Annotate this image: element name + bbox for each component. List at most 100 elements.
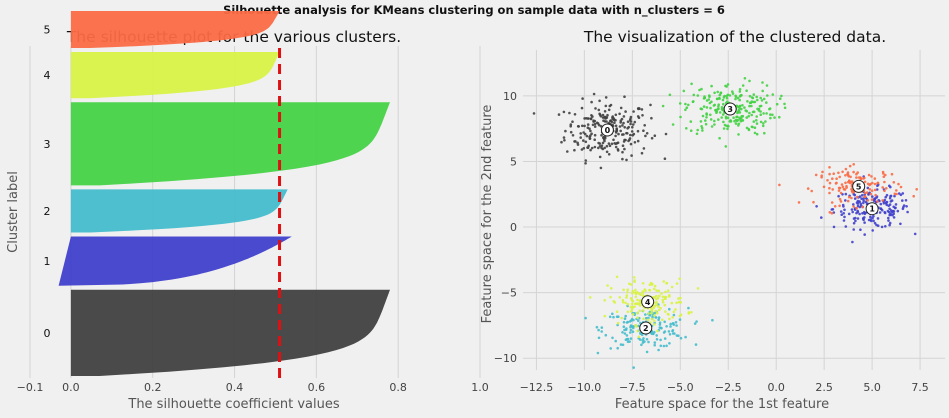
scatter-point-cluster-5 [830,212,834,215]
scatter-point-cluster-2 [684,335,687,339]
scatter-point-cluster-4 [653,319,656,323]
silhouette-xlabel: The silhouette coefficient values [127,397,339,412]
scatter-point-cluster-0 [630,154,633,157]
scatter-point-cluster-4 [654,309,658,313]
scatter-point-cluster-3 [720,116,723,119]
scatter-point-cluster-1 [901,192,905,195]
scatter-point-cluster-1 [850,208,854,211]
scatter-ytick: −10 [494,352,517,365]
scatter-point-cluster-4 [631,299,635,303]
scatter-point-cluster-4 [666,312,670,316]
scatter-point-cluster-4 [696,287,700,290]
scatter-point-cluster-0 [584,140,588,144]
scatter-point-cluster-5 [863,180,867,184]
scatter-point-cluster-4 [641,290,645,293]
scatter-point-cluster-5 [881,170,885,174]
scatter-point-cluster-4 [650,317,654,321]
scatter-point-cluster-3 [735,115,738,119]
scatter-point-cluster-2 [663,337,667,340]
scatter-point-cluster-1 [852,217,856,220]
scatter-point-cluster-1 [815,205,818,208]
scatter-point-cluster-4 [661,300,665,304]
scatter-point-cluster-1 [864,200,868,204]
scatter-point-cluster-4 [675,282,679,285]
scatter-point-cluster-3 [734,97,737,101]
scatter-point-cluster-2 [645,338,649,341]
scatter-point-cluster-4 [658,294,661,298]
scatter-point-cluster-3 [761,124,765,128]
scatter-point-cluster-0 [603,136,607,140]
scatter-point-cluster-0 [599,166,603,170]
scatter-point-cluster-1 [905,205,908,208]
scatter-point-cluster-5 [848,179,851,183]
scatter-point-cluster-2 [668,307,671,311]
scatter-point-cluster-3 [738,98,741,102]
scatter-point-cluster-5 [873,177,877,180]
scatter-point-cluster-2 [632,326,635,330]
scatter-point-cluster-3 [698,88,701,92]
scatter-point-cluster-4 [636,316,639,320]
scatter-point-cluster-3 [755,115,758,118]
scatter-point-cluster-0 [593,125,597,128]
scatter-point-cluster-1 [899,193,903,197]
scatter-point-cluster-2 [655,338,659,341]
scatter-point-cluster-2 [679,336,683,340]
scatter-point-cluster-2 [675,324,678,327]
scatter-point-cluster-2 [632,366,635,369]
scatter-point-cluster-0 [609,103,613,107]
scatter-point-cluster-1 [830,208,834,211]
scatter-point-cluster-0 [663,157,667,160]
scatter-point-cluster-4 [657,289,661,293]
scatter-point-cluster-1 [880,225,884,229]
scatter-point-cluster-0 [573,148,576,152]
scatter-point-cluster-3 [682,89,686,93]
scatter-point-cluster-3 [725,94,728,98]
scatter-point-cluster-3 [690,82,693,86]
scatter-point-cluster-1 [873,221,877,225]
scatter-point-cluster-0 [621,157,624,161]
scatter-point-cluster-4 [625,296,628,299]
scatter-point-cluster-1 [891,213,894,217]
scatter-point-cluster-0 [626,120,630,123]
scatter-point-cluster-0 [569,123,573,126]
cluster-centers: 0 1 2 3 4 5 [600,102,879,335]
silhouette-xtick: 0.4 [226,381,244,394]
scatter-point-cluster-4 [636,311,639,315]
scatter-point-cluster-2 [657,318,660,322]
scatter-ylabel: Feature space for the 2nd feature [480,105,495,324]
scatter-point-cluster-5 [832,172,835,175]
scatter-point-cluster-0 [621,133,624,136]
scatter-point-cluster-3 [701,129,704,132]
scatter-point-cluster-4 [634,295,638,299]
scatter-point-cluster-1 [862,218,865,222]
scatter-ytick: 0 [510,221,517,234]
scatter-point-cluster-3 [724,145,728,148]
scatter-point-cluster-1 [875,188,879,191]
scatter-point-cluster-1 [902,206,905,209]
silhouette-panel: The silhouette plot for the various clus… [6,11,489,412]
scatter-point-cluster-3 [748,79,751,83]
scatter-point-cluster-4 [655,311,659,315]
scatter-point-cluster-5 [876,200,879,203]
scatter-point-cluster-3 [708,94,711,97]
scatter-point-cluster-0 [580,148,584,151]
scatter-point-cluster-0 [604,104,608,108]
scatter-point-cluster-1 [887,204,890,207]
scatter-point-cluster-5 [890,172,894,176]
scatter-point-cluster-2 [678,318,682,321]
scatter-point-cluster-2 [645,350,649,354]
scatter-point-cluster-0 [616,141,620,144]
scatter-point-cluster-5 [849,175,852,179]
scatter-point-cluster-1 [896,209,900,213]
scatter-point-cluster-3 [689,120,693,123]
scatter-point-cluster-3 [708,101,712,105]
scatter-point-cluster-0 [604,96,608,99]
scatter-point-cluster-1 [851,210,854,214]
scatter-point-cluster-4 [650,309,654,313]
scatter-point-cluster-3 [734,122,738,125]
scatter-point-cluster-1 [879,202,883,206]
scatter-point-cluster-4 [670,301,674,305]
scatter-point-cluster-1 [840,213,843,216]
scatter-xtick: 5.0 [863,381,881,394]
scatter-point-cluster-3 [717,107,720,111]
